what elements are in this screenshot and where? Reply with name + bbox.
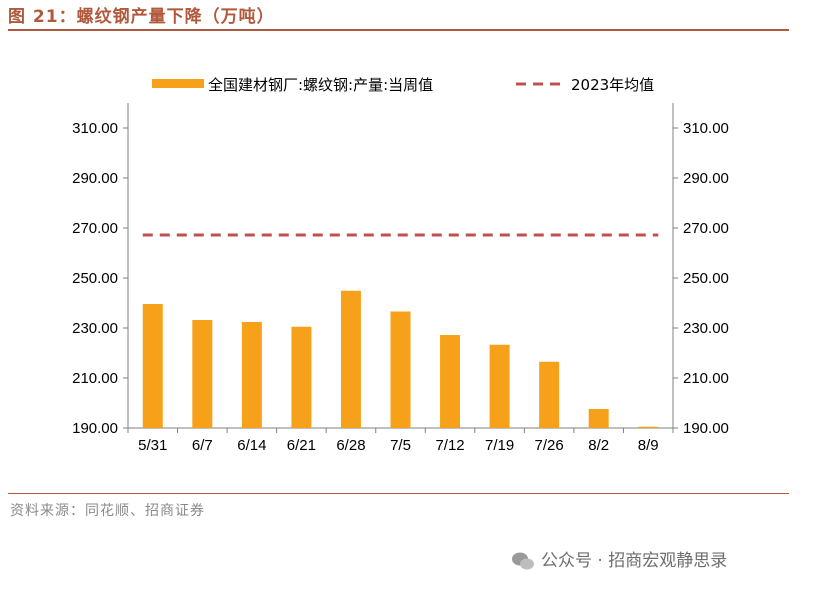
bar	[539, 361, 560, 428]
x-tick-label: 6/14	[237, 437, 266, 454]
left-y-tick-label: 250.00	[72, 270, 118, 287]
legend-avg-label: 2023年均值	[571, 76, 654, 94]
x-tick-label: 6/28	[336, 437, 365, 454]
source-note: 资料来源：同花顺、招商证券	[10, 503, 205, 519]
x-tick-label: 7/5	[390, 437, 411, 454]
legend-bar-label: 全国建材钢厂:螺纹钢:产量:当周值	[208, 76, 433, 94]
x-tick-label: 6/21	[287, 437, 316, 454]
title-rule	[8, 29, 789, 31]
bar	[192, 320, 213, 428]
right-y-tick-label: 250.00	[683, 270, 729, 287]
x-tick-label: 8/9	[638, 437, 659, 454]
x-tick-label: 7/19	[485, 437, 514, 454]
right-y-tick-label: 290.00	[683, 170, 729, 187]
left-y-tick-label: 190.00	[72, 420, 118, 437]
legend-bar-swatch	[152, 79, 204, 88]
legend: 全国建材钢厂:螺纹钢:产量:当周值 2023年均值	[152, 76, 654, 94]
bar	[440, 335, 461, 428]
source-rule	[8, 493, 789, 494]
right-y-tick-label: 210.00	[683, 370, 729, 387]
left-y-tick-label: 310.00	[72, 120, 118, 137]
watermark-text: 公众号 · 招商宏观静思录	[541, 551, 728, 571]
bar	[588, 409, 609, 428]
x-tick-label: 5/31	[138, 437, 167, 454]
right-y-tick-label: 310.00	[683, 120, 729, 137]
figure-title: 图 21：螺纹钢产量下降（万吨）	[8, 7, 275, 27]
left-y-tick-label: 230.00	[72, 320, 118, 337]
bar-chart: 全国建材钢厂:螺纹钢:产量:当周值 2023年均值 190.00 190.00 21…	[72, 76, 729, 454]
bars	[142, 290, 659, 428]
bar	[390, 311, 411, 428]
x-tick-label: 7/26	[535, 437, 564, 454]
x-tick-label: 7/12	[435, 437, 464, 454]
axes: 190.00 190.00 210.00 210.00 230.00 230.00 250.…	[72, 103, 729, 454]
right-y-tick-label: 190.00	[683, 420, 729, 437]
x-tick-label: 6/7	[192, 437, 213, 454]
left-y-tick-label: 270.00	[72, 220, 118, 237]
bar	[340, 290, 361, 428]
right-y-tick-label: 270.00	[683, 220, 729, 237]
bar	[291, 326, 312, 428]
left-y-tick-label: 210.00	[72, 370, 118, 387]
x-tick-label: 8/2	[588, 437, 609, 454]
wechat-icon	[512, 552, 534, 570]
left-y-tick-label: 290.00	[72, 170, 118, 187]
bar	[489, 344, 510, 428]
right-y-tick-label: 230.00	[683, 320, 729, 337]
bar	[638, 426, 659, 428]
watermark: 公众号 · 招商宏观静思录	[511, 546, 727, 571]
bar	[142, 304, 163, 428]
bar	[241, 322, 262, 428]
